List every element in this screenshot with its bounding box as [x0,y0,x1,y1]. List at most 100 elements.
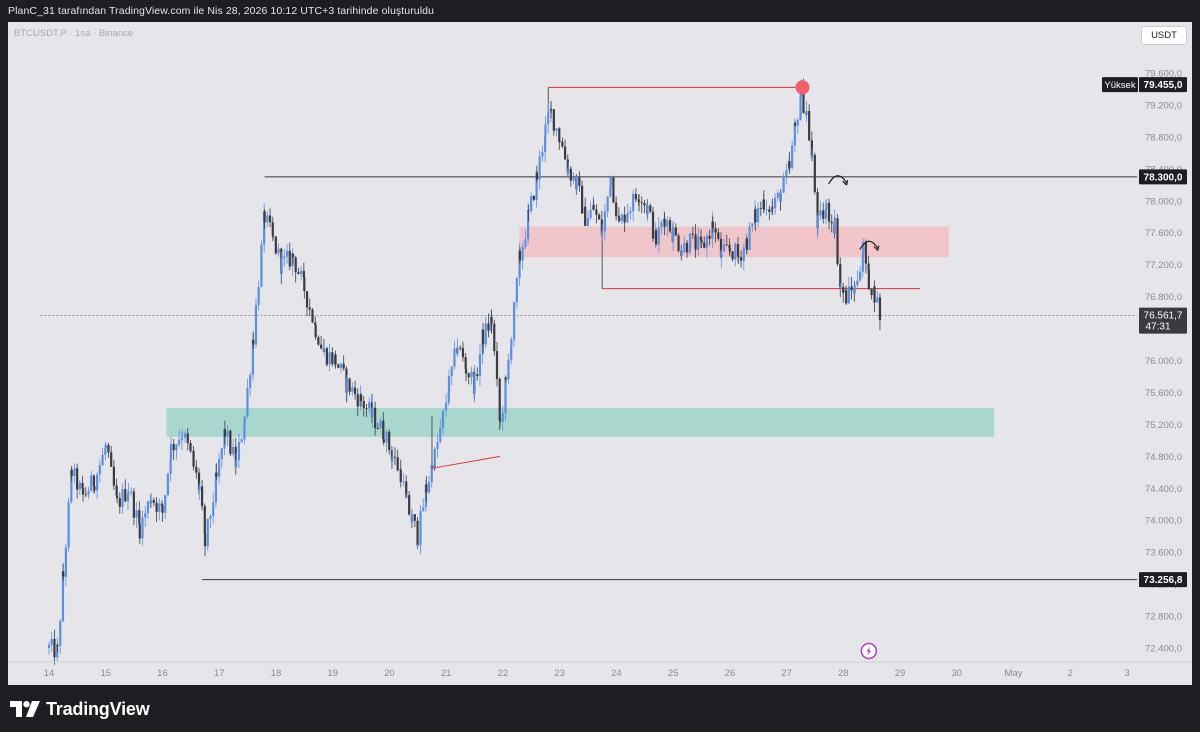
price-tag-box [1139,169,1187,185]
candle-body [731,251,734,260]
candle-body [146,501,150,514]
candle-body [683,242,686,253]
candle-body [180,438,183,440]
candle-body [708,235,711,239]
candle-body [197,472,201,491]
candle-body [263,211,266,223]
candle-body [229,430,232,454]
candle-body [572,177,575,181]
x-tick-label: 23 [554,668,565,679]
candle-body [268,215,272,223]
candle-body [705,235,709,248]
candle-body [456,347,459,354]
candle-body [666,220,669,227]
x-tick-label: 29 [895,668,906,679]
candle-body [70,469,73,502]
candle-body [824,208,828,219]
footer-bar: TradingView [0,688,1200,732]
last-price-text: 76.561,7 [1144,311,1183,322]
candle-body [518,250,521,279]
last-price-box [1139,307,1187,334]
candle-body [141,517,144,539]
price-label: 78.300,0 [1139,169,1187,185]
candle-body [266,215,269,223]
candle-body [751,223,754,227]
candle-body [235,460,238,467]
candle-body [532,195,535,200]
candle-body [756,208,760,223]
candle-body [166,473,170,496]
candle-body [47,644,51,648]
candle-body [356,394,359,407]
candle-body [439,428,442,443]
candle-body [331,352,334,365]
candle-body [510,339,513,347]
candle-body [81,482,84,489]
candle-body [300,270,303,275]
price-chart[interactable]: 72.400,072.800,073.200,073.600,074.000,0… [0,0,1200,688]
tradingview-logo[interactable]: TradingView [10,698,150,720]
candle-body [249,374,252,389]
candle-body [739,257,743,261]
candle-body [825,202,828,209]
price-label: 76.561,747:31 [1139,307,1187,334]
candle-body [685,242,689,253]
candle-body [447,376,451,392]
candle-body [873,286,876,303]
candle-body [737,255,740,258]
x-axis[interactable]: 14 15 16 17 18 19 20 21 22 23 24 25 26 27 28 29 30 May 2 3 [8,661,1192,679]
candle-body [538,156,541,180]
candle-body [155,502,158,512]
candle-body [680,252,683,257]
x-tick-label: 30 [952,668,963,679]
candle-body [507,359,510,380]
candle-body [634,193,637,200]
currency-button[interactable]: USDT [1141,26,1187,45]
candle-body [651,211,655,239]
candle-body [504,377,507,413]
chart-frame[interactable] [8,22,1192,685]
candle-body [717,232,720,239]
candle-body [337,364,340,368]
candle-body [178,439,181,445]
candle-body [311,309,314,323]
candle-body [555,128,558,131]
candle-body [110,452,113,467]
candle-body [348,378,351,392]
candle-body [473,374,476,395]
candle-body [234,446,237,467]
y-tick-label: 79.600,0 [1145,69,1182,80]
candle-body [107,444,110,453]
candle-body [53,638,56,658]
candle-body [476,374,479,376]
candle-body [323,348,326,352]
candle-body [699,236,703,240]
candle-body [291,253,294,267]
candle-body [541,152,544,157]
candle-body [150,499,153,504]
candle-body [314,325,317,338]
candle-body [640,202,643,204]
candle-body [691,233,694,235]
candle-body [70,469,73,477]
candle-body [303,277,306,292]
candle-body [470,371,473,378]
price-tag-prefix: Yüksek [1104,80,1135,91]
candle-body [484,323,487,345]
candle-body [495,351,499,379]
candle-body [198,486,201,491]
candle-body [657,227,660,245]
candle-body [856,280,859,285]
candle-body [578,176,581,186]
candle-body [444,402,448,411]
candle-body [586,217,589,226]
candle-body [859,271,862,281]
candle-body [745,238,748,250]
candle-body [711,221,714,229]
candle-body [203,506,206,534]
candle-body [121,489,124,507]
x-tick-label: 28 [838,668,849,679]
y-tick-label: 77.200,0 [1145,260,1182,271]
candle-body [132,491,135,518]
levels-layer [40,86,1137,581]
